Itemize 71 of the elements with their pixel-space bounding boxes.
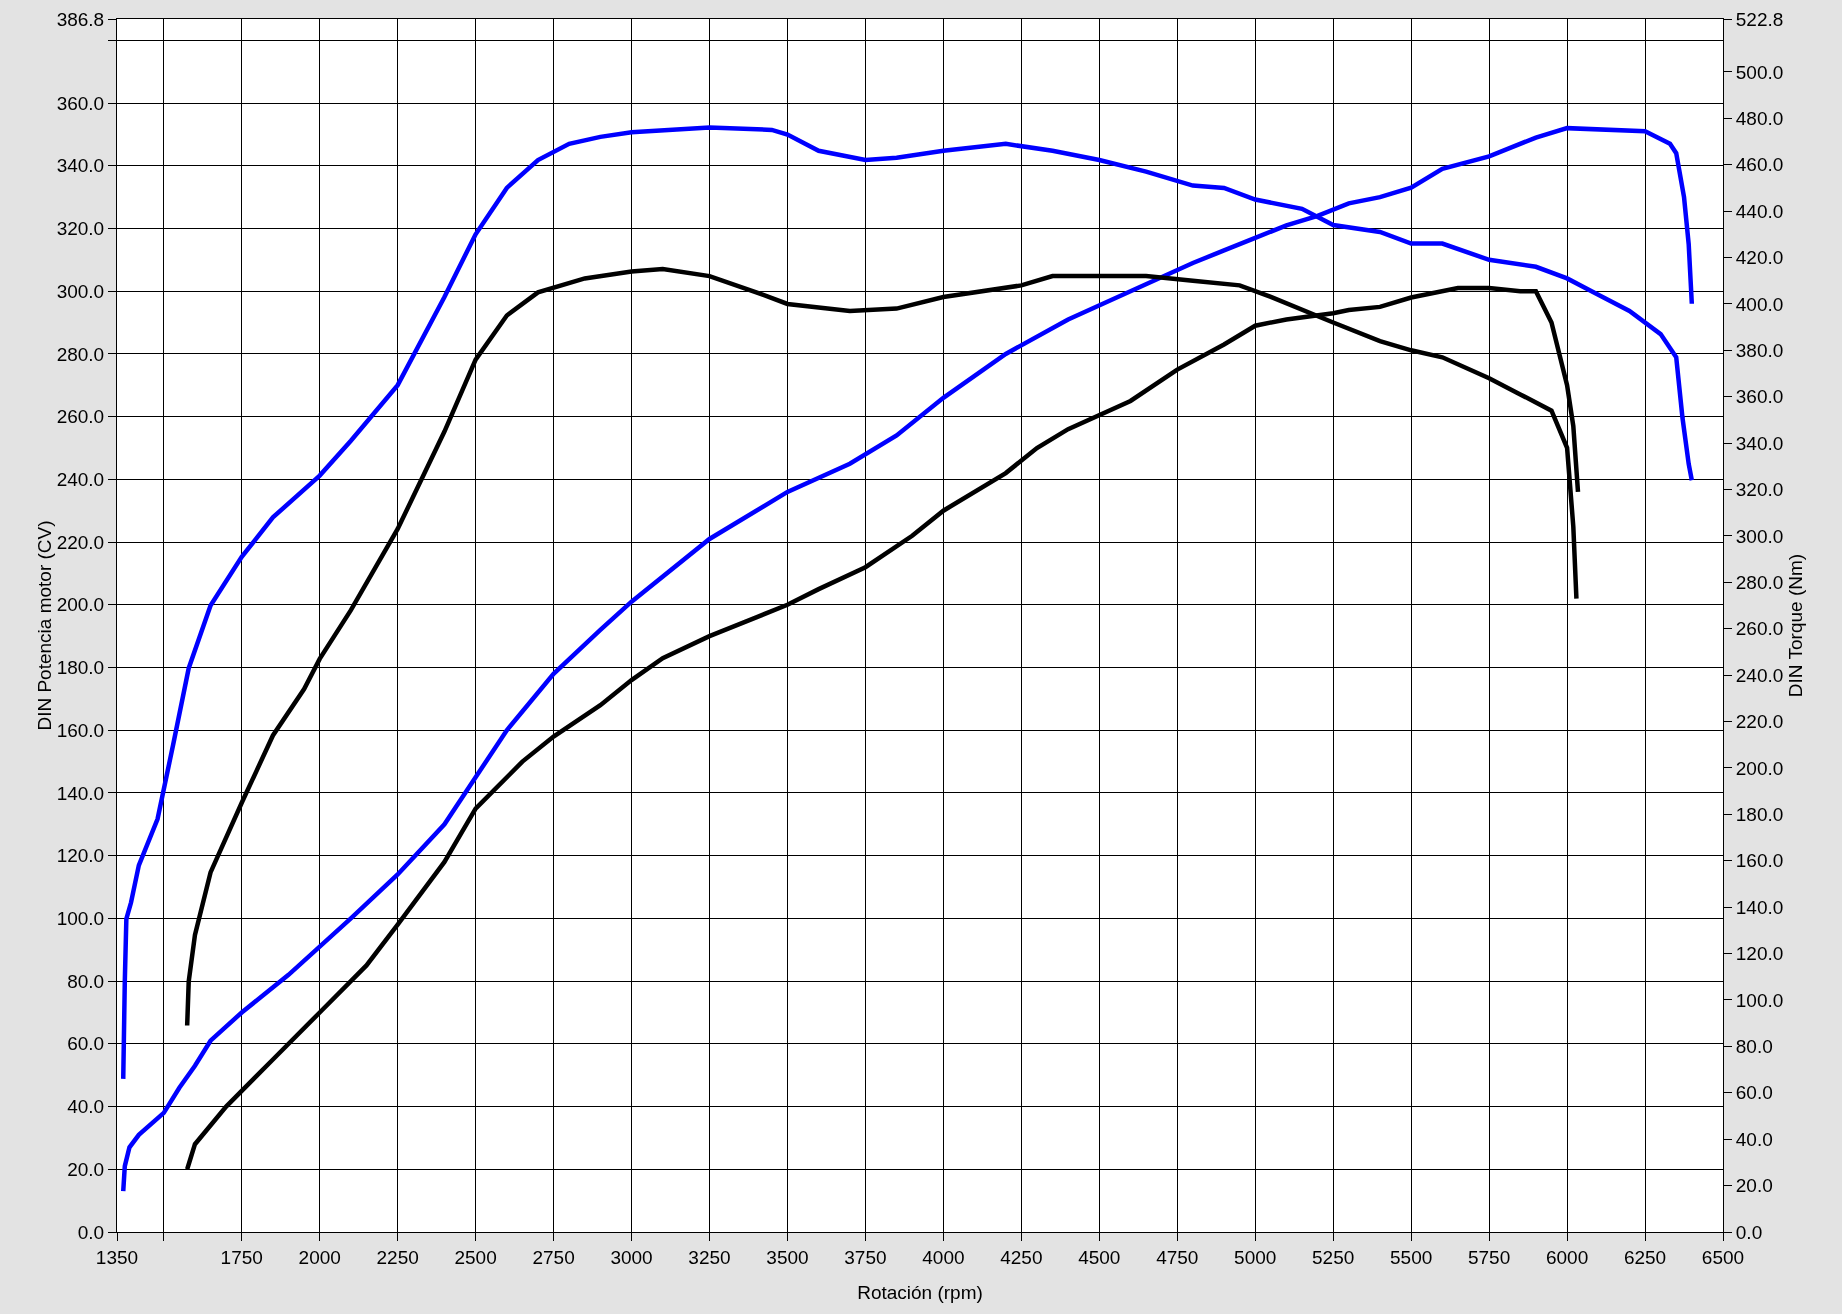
x-tick-label: 3500 — [766, 1246, 809, 1268]
x-tick-label: 4500 — [1078, 1246, 1121, 1268]
y2-tick-label: 220.0 — [1735, 711, 1784, 733]
y2-tick-label: 480.0 — [1735, 107, 1784, 129]
y-tick-label: 120.0 — [56, 845, 105, 867]
y-tick-label: 260.0 — [56, 406, 105, 428]
y2-tick-label: 340.0 — [1735, 432, 1784, 454]
y2-tick-label: 100.0 — [1735, 989, 1784, 1011]
y2-tick-label: 120.0 — [1735, 943, 1784, 965]
y-tick-label: 60.0 — [67, 1033, 105, 1055]
y-tick-label: 320.0 — [56, 218, 105, 240]
y2-tick-label: 522.8 — [1735, 8, 1784, 30]
x-tick-label: 2500 — [454, 1246, 497, 1268]
x-tick-label: 6000 — [1545, 1246, 1589, 1268]
y-tick-label: 20.0 — [67, 1158, 105, 1180]
y-tick-label: 340.0 — [56, 155, 105, 177]
y2-tick-label: 440.0 — [1735, 200, 1784, 222]
y2-tick-label: 160.0 — [1735, 850, 1784, 872]
y2-tick-label: 400.0 — [1735, 293, 1784, 315]
y2-axis-title: DIN Torque (Nm) — [1785, 553, 1807, 698]
y-tick-label: 180.0 — [56, 657, 105, 679]
y2-tick-label: 140.0 — [1735, 896, 1784, 918]
x-tick-label: 4750 — [1156, 1246, 1199, 1268]
x-tick-label: 4250 — [1000, 1246, 1043, 1268]
y2-tick-label: 280.0 — [1735, 571, 1784, 593]
y-tick-label: 160.0 — [56, 719, 105, 741]
y2-tick-label: 500.0 — [1735, 61, 1784, 83]
y2-tick-label: 240.0 — [1735, 664, 1784, 686]
y-tick-label: 220.0 — [56, 531, 105, 553]
y-tick-label: 300.0 — [56, 280, 105, 302]
y-tick-label: 200.0 — [56, 594, 105, 616]
y-tick-label: 280.0 — [56, 343, 105, 365]
y-tick-label: 240.0 — [56, 469, 105, 491]
y2-tick-label: 40.0 — [1735, 1128, 1773, 1150]
y-tick-label: 360.0 — [56, 92, 105, 114]
x-tick-label: 5500 — [1390, 1246, 1433, 1268]
y2-tick-label: 300.0 — [1735, 525, 1784, 547]
x-tick-label: 5000 — [1234, 1246, 1277, 1268]
x-tick-label: 2750 — [532, 1246, 575, 1268]
y2-tick-label: 180.0 — [1735, 804, 1784, 826]
y-tick-label: 100.0 — [56, 908, 105, 930]
x-tick-label: 2000 — [298, 1246, 341, 1268]
y-tick-label: 40.0 — [67, 1096, 105, 1118]
y-tick-label: 0.0 — [77, 1221, 105, 1243]
x-axis-title: Rotación (rpm) — [857, 1282, 983, 1303]
y2-tick-label: 200.0 — [1735, 757, 1784, 779]
y2-tick-label: 460.0 — [1735, 154, 1784, 176]
y2-tick-label: 260.0 — [1735, 618, 1784, 640]
y2-tick-label: 380.0 — [1735, 339, 1784, 361]
x-tick-label: 3250 — [688, 1246, 731, 1268]
y2-tick-label: 60.0 — [1735, 1082, 1773, 1104]
y2-tick-label: 360.0 — [1735, 386, 1784, 408]
x-tick-label: 3000 — [610, 1246, 653, 1268]
x-tick-label: 2250 — [376, 1246, 419, 1268]
y2-tick-label: 420.0 — [1735, 247, 1784, 269]
x-tick-label: 6500 — [1701, 1246, 1745, 1268]
y2-tick-label: 320.0 — [1735, 479, 1784, 501]
y-tick-label: 386.8 — [56, 8, 105, 30]
x-tick-label: 3750 — [844, 1246, 887, 1268]
x-tick-label: 1750 — [220, 1246, 263, 1268]
y2-tick-label: 0.0 — [1735, 1221, 1763, 1243]
y-tick-label: 140.0 — [56, 782, 105, 804]
y2-tick-label: 80.0 — [1735, 1036, 1773, 1058]
y2-tick-label: 20.0 — [1735, 1175, 1773, 1197]
y-axis-title: DIN Potencia motor (CV) — [33, 520, 55, 731]
x-tick-label: 1350 — [95, 1246, 139, 1268]
x-tick-label: 4000 — [922, 1246, 965, 1268]
y-tick-label: 80.0 — [67, 970, 105, 992]
x-tick-label: 5750 — [1467, 1246, 1511, 1268]
x-tick-label: 6250 — [1623, 1246, 1667, 1268]
x-tick-label: 5250 — [1312, 1246, 1355, 1268]
